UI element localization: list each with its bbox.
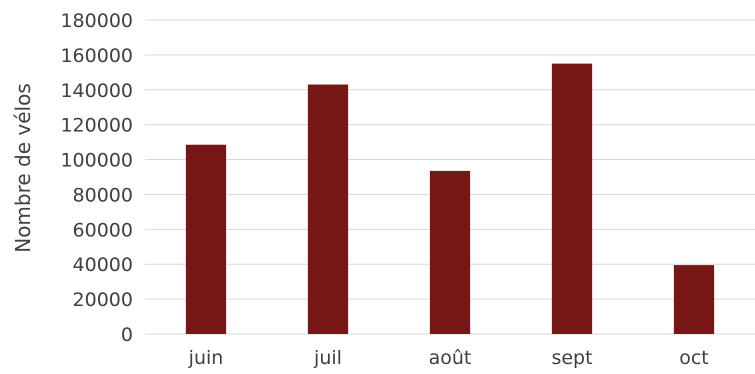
- y-tick-label: 80000: [73, 184, 133, 206]
- y-tick-labels: 0 20000 40000 60000 80000 100000 120000 140000 1…: [60, 10, 133, 346]
- y-tick-label: 160000: [60, 45, 133, 67]
- y-tick-label: 120000: [60, 115, 133, 137]
- bars: [185, 63, 715, 335]
- bar-sept: [551, 63, 593, 334]
- bar-août: [429, 170, 471, 334]
- y-tick-label: 0: [121, 324, 133, 346]
- bar-oct: [673, 265, 715, 334]
- bar-juin: [185, 144, 227, 334]
- y-tick-label: 100000: [60, 150, 133, 172]
- x-tick-label: oct: [679, 347, 709, 369]
- y-tick-label: 40000: [73, 254, 133, 276]
- bar-juil: [307, 84, 349, 335]
- y-tick-label: 140000: [60, 80, 133, 102]
- x-tick-label: août: [429, 347, 472, 369]
- y-axis-title: Nombre de vélos: [11, 83, 35, 253]
- y-tick-label: 180000: [60, 10, 133, 32]
- y-tick-label: 20000: [73, 289, 133, 311]
- y-tick-label: 60000: [73, 219, 133, 241]
- x-tick-label: sept: [551, 347, 592, 369]
- x-tick-labels: juin juil août sept oct: [188, 347, 709, 369]
- x-tick-label: juil: [313, 347, 342, 369]
- x-tick-label: juin: [188, 347, 224, 369]
